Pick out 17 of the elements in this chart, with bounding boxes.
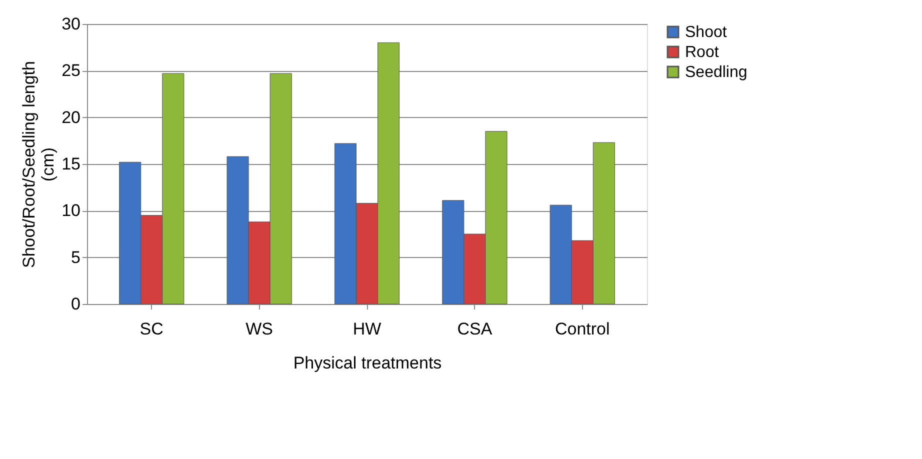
y-tick-label: 20 <box>62 108 80 127</box>
y-axis-title: Shoot/Root/Seedling length (cm) <box>20 61 58 268</box>
legend-label: Seedling <box>685 64 748 81</box>
y-tick-label: 0 <box>71 294 80 314</box>
y-tick-label: 25 <box>62 61 80 80</box>
y-tick-label: 5 <box>71 248 80 267</box>
y-tick-label: 15 <box>62 154 80 174</box>
legend-label: Shoot <box>685 24 728 41</box>
x-tick-label: Control <box>554 320 610 338</box>
x-tick-label: HW <box>352 320 382 338</box>
legend-label: Root <box>685 44 720 61</box>
x-tick-label: WS <box>246 320 274 338</box>
y-tick-label: 10 <box>62 201 80 220</box>
x-tick-label: SC <box>140 320 164 338</box>
x-axis-title: Physical treatments <box>293 354 442 372</box>
y-tick-label: 30 <box>62 14 80 34</box>
x-tick-label: CSA <box>457 320 493 338</box>
